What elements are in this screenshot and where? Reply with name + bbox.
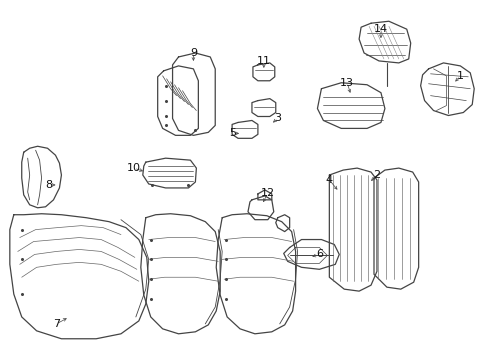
Text: 7: 7 [53,319,60,329]
Polygon shape [420,63,474,116]
Text: 3: 3 [274,113,281,123]
Polygon shape [284,239,339,269]
Text: 13: 13 [340,78,354,88]
Polygon shape [232,121,258,138]
Text: 1: 1 [457,71,464,81]
Polygon shape [216,214,295,334]
Polygon shape [374,168,418,289]
Text: 4: 4 [326,175,333,185]
Text: 8: 8 [45,180,52,190]
Text: 5: 5 [230,129,237,138]
Polygon shape [253,63,275,81]
Polygon shape [329,168,377,291]
Text: 12: 12 [261,188,275,198]
Polygon shape [158,66,198,135]
Text: 9: 9 [190,48,197,58]
Polygon shape [141,214,220,334]
Polygon shape [10,214,149,339]
Polygon shape [172,53,215,135]
Polygon shape [258,190,272,200]
Polygon shape [143,158,196,188]
Polygon shape [359,21,411,63]
Text: 11: 11 [257,56,271,66]
Text: 6: 6 [316,249,323,260]
Polygon shape [248,196,274,220]
Polygon shape [276,215,290,231]
Text: 2: 2 [373,170,381,180]
Text: 14: 14 [374,24,388,34]
Text: 10: 10 [127,163,141,173]
Polygon shape [318,83,385,129]
Polygon shape [22,146,61,208]
Polygon shape [252,99,276,117]
